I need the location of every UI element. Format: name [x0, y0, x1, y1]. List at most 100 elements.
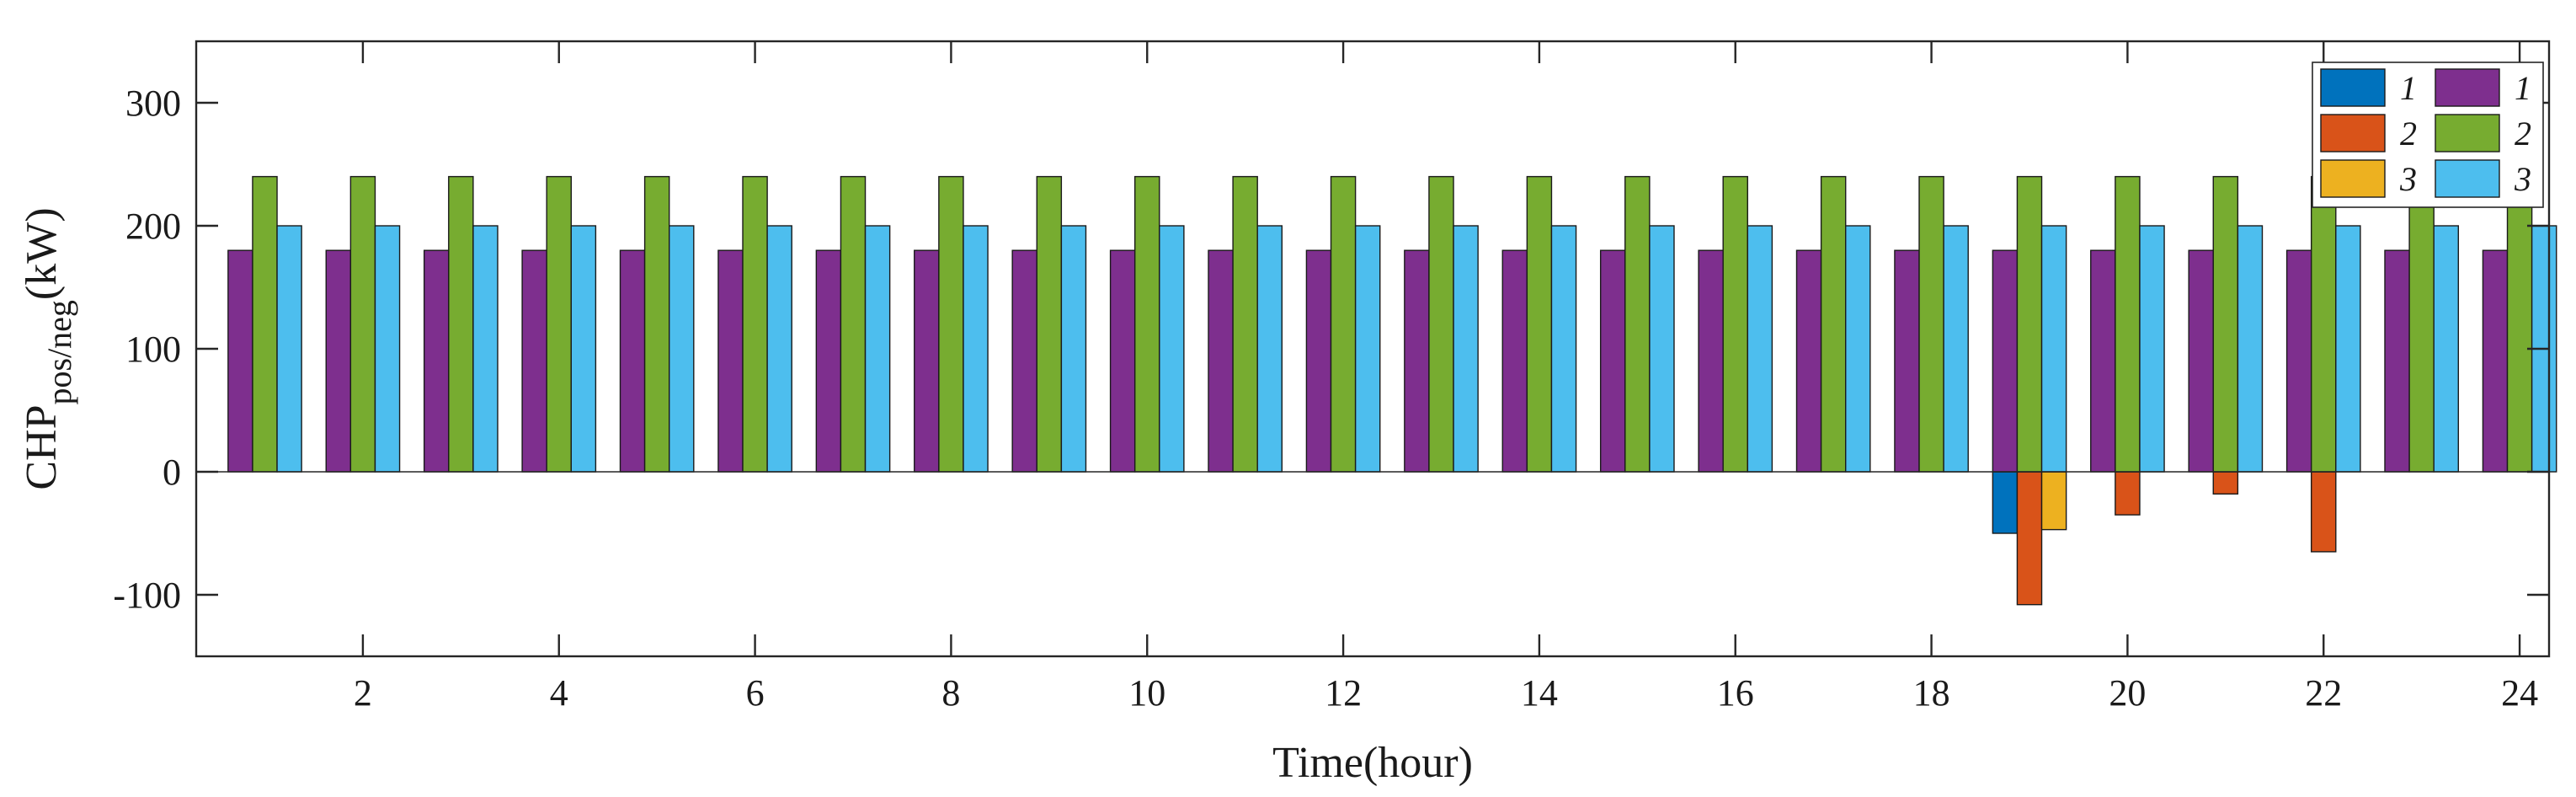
- y-axis-title: CHPpos/neg(kW): [18, 207, 78, 489]
- bar: [472, 225, 499, 473]
- bar: [2016, 471, 2043, 606]
- bar: [1060, 225, 1087, 473]
- bar: [252, 175, 278, 473]
- bar: [2016, 175, 2043, 473]
- bar: [938, 175, 964, 473]
- bar: [2139, 225, 2165, 473]
- bar: [423, 249, 450, 473]
- y-tick-label: 0: [163, 452, 181, 493]
- bar: [325, 249, 352, 473]
- bar: [2188, 249, 2214, 473]
- legend-label: 1: [2400, 69, 2417, 107]
- bar: [1747, 225, 1773, 473]
- legend-swatch: [2320, 159, 2386, 198]
- legend: 1 2 3 1 2 3: [2312, 62, 2544, 208]
- bar: [2115, 471, 2141, 516]
- bar: [1550, 225, 1577, 473]
- bar: [1795, 249, 1822, 473]
- x-tick-label: 4: [550, 672, 568, 714]
- bar: [1404, 249, 1430, 473]
- bar: [546, 175, 572, 473]
- bar: [840, 175, 867, 473]
- y-tick-label: 100: [125, 329, 181, 370]
- x-tick-label: 10: [1128, 672, 1165, 714]
- x-tick-label: 14: [1521, 672, 1558, 714]
- bar: [1501, 249, 1528, 473]
- bar: [766, 225, 792, 473]
- bar: [349, 175, 376, 473]
- bar: [742, 175, 768, 473]
- legend-swatch: [2320, 68, 2386, 107]
- bar: [1649, 225, 1675, 473]
- bar: [717, 249, 744, 473]
- x-tick-label: 20: [2109, 672, 2146, 714]
- bar: [2310, 471, 2337, 553]
- bar: [864, 225, 891, 473]
- legend-swatch: [2320, 114, 2386, 152]
- legend-swatch: [2435, 68, 2500, 107]
- y-tick-label: -100: [113, 575, 181, 616]
- bar: [2310, 175, 2337, 473]
- bar: [2433, 225, 2460, 473]
- x-tick-label: 2: [354, 672, 372, 714]
- bar: [1894, 249, 1920, 473]
- bar: [1599, 249, 1626, 473]
- y-axis-title-unit: (kW): [18, 207, 66, 300]
- x-tick-label: 24: [2501, 672, 2538, 714]
- legend-label: 2: [2515, 115, 2531, 152]
- x-tick-label: 22: [2305, 672, 2342, 714]
- y-axis-ticks: -100 0 100 200 300: [113, 83, 2549, 616]
- x-tick-label: 8: [941, 672, 960, 714]
- bar: [1722, 175, 1748, 473]
- bar: [1330, 175, 1357, 473]
- bar: [1428, 175, 1454, 473]
- bar: [1624, 175, 1651, 473]
- bar: [374, 225, 401, 473]
- y-axis-title-main: CHP: [18, 405, 66, 490]
- bar: [2482, 249, 2509, 473]
- bar: [227, 249, 253, 473]
- bar: [2506, 175, 2533, 473]
- x-tick-label: 18: [1913, 672, 1950, 714]
- legend-swatch: [2435, 114, 2500, 152]
- legend-swatch: [2435, 159, 2500, 198]
- bar: [1305, 249, 1332, 473]
- bar: [2212, 471, 2239, 495]
- x-axis-ticks: 2 4 6 8 10 12 14 16 18 20 22 24: [354, 41, 2538, 714]
- legend-label: 2: [2400, 115, 2417, 152]
- x-tick-label: 6: [746, 672, 765, 714]
- bar: [619, 249, 646, 473]
- bar: [1453, 225, 1479, 473]
- bar: [1133, 175, 1160, 473]
- bar: [276, 225, 302, 473]
- x-tick-label: 12: [1325, 672, 1362, 714]
- bar: [1232, 175, 1258, 473]
- bar: [2040, 471, 2067, 531]
- bar: [1698, 249, 1724, 473]
- bar: [1943, 225, 1969, 473]
- bar: [1208, 249, 1234, 473]
- bar: [2115, 175, 2141, 473]
- bar: [1820, 175, 1847, 473]
- bar: [1354, 225, 1381, 473]
- bar: [570, 225, 597, 473]
- legend-label: 3: [2399, 160, 2417, 198]
- bar: [914, 249, 940, 473]
- bar: [2040, 225, 2067, 473]
- bar: [2408, 175, 2435, 473]
- bar: [2335, 225, 2361, 473]
- legend-label: 3: [2514, 160, 2531, 198]
- bar: [2212, 175, 2239, 473]
- bar: [669, 225, 695, 473]
- bar: [1159, 225, 1185, 473]
- bar: [521, 249, 547, 473]
- bar: [1845, 225, 1871, 473]
- bar: [2237, 225, 2264, 473]
- y-tick-label: 200: [125, 206, 181, 247]
- bar: [963, 225, 989, 473]
- bar-group: [227, 175, 2557, 606]
- bar: [1526, 175, 1553, 473]
- x-axis-title: Time(hour): [1272, 739, 1473, 787]
- bar: [1992, 249, 2019, 473]
